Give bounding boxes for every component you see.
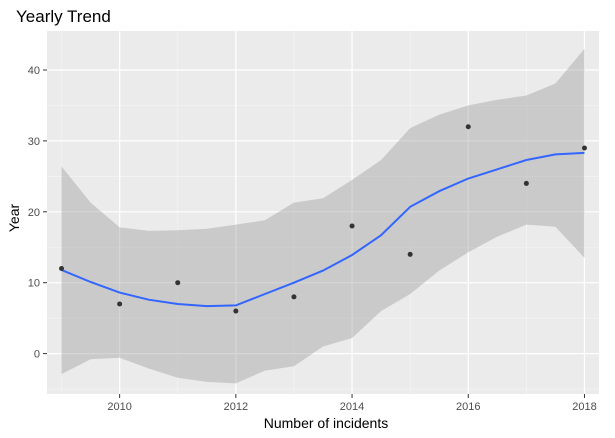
x-tick-label: 2014 [340, 401, 364, 413]
y-tick-label: 0 [34, 349, 40, 361]
grid-minor [47, 31, 599, 394]
y-axis-label: Year [6, 204, 22, 233]
y-tick-label: 20 [28, 207, 40, 219]
data-point [233, 308, 239, 314]
y-tick-label: 40 [28, 65, 40, 77]
smooth-line [61, 151, 585, 308]
data-point [581, 145, 587, 151]
x-tick-label: 2018 [572, 401, 596, 413]
data-point [59, 266, 65, 272]
confidence-band [61, 48, 585, 384]
data-point [117, 301, 123, 307]
x-tick-label: 2016 [456, 401, 480, 413]
data-point [465, 124, 471, 130]
y-tick-label: 30 [28, 136, 40, 148]
plot-panel [47, 31, 599, 394]
data-point [407, 251, 413, 257]
points [59, 124, 587, 314]
x-tick-label: 2012 [224, 401, 248, 413]
data-point [291, 294, 297, 300]
chart-title: Yearly Trend [16, 7, 111, 26]
data-point [349, 223, 355, 229]
y-axis: 0 10 20 30 40 [28, 65, 47, 361]
x-axis-label: Number of incidents [264, 415, 389, 431]
data-point [523, 180, 529, 186]
x-axis: 2010 2012 2014 2016 2018 [107, 394, 597, 413]
y-tick-label: 10 [28, 278, 40, 290]
data-point [175, 280, 181, 286]
grid-major [47, 31, 599, 394]
x-tick-label: 2010 [107, 401, 131, 413]
